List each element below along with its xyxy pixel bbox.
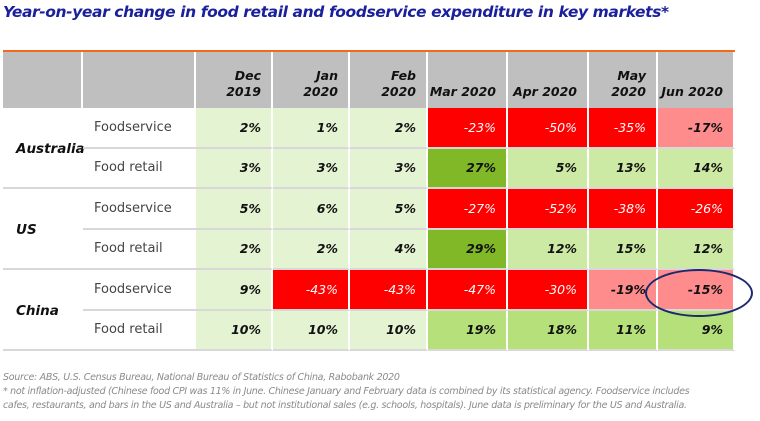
table-cell: 15%	[589, 229, 658, 270]
product-label: Foodservice	[83, 270, 196, 311]
country-divider	[3, 349, 83, 351]
column-header: Dec 2019	[196, 52, 273, 108]
table-cell: 2%	[350, 108, 428, 149]
table-cell: 19%	[428, 310, 508, 351]
product-label: Food retail	[83, 311, 196, 351]
column-header-line2: 2020	[303, 84, 338, 99]
table-cell: 6%	[273, 189, 350, 230]
column-header-line2: 2020	[381, 84, 416, 99]
column-header: Apr 2020	[508, 52, 589, 108]
table-cell: 9%	[658, 310, 735, 351]
column-header-line2: 2020	[611, 84, 646, 99]
column-header-line2: Jun 2020	[661, 84, 723, 99]
table-cell: -47%	[428, 270, 508, 311]
column-header-line1: Feb	[391, 68, 416, 83]
chart-title: Year-on-year change in food retail and f…	[3, 3, 669, 21]
table-cell: -43%	[273, 270, 350, 311]
country-label: Australia	[16, 140, 85, 157]
table-cell: 10%	[273, 310, 350, 351]
table-cell: -17%	[658, 108, 735, 149]
table-cell: 11%	[589, 310, 658, 351]
table-cell: -52%	[508, 189, 589, 230]
country-label: US	[16, 221, 37, 238]
table-cell: -27%	[428, 189, 508, 230]
table-cell: 2%	[196, 229, 273, 270]
table-cell: -50%	[508, 108, 589, 149]
table-cell: 3%	[350, 148, 428, 189]
country-label: China	[16, 302, 59, 319]
table-cell: -23%	[428, 108, 508, 149]
source-note: Source: ABS, U.S. Census Bureau, Nationa…	[3, 372, 400, 383]
column-header-line1: Jan	[316, 68, 338, 83]
table-cell: 12%	[658, 229, 735, 270]
product-label: Food retail	[83, 149, 196, 189]
table-cell: 5%	[508, 148, 589, 189]
header-country-col	[3, 52, 83, 108]
table-cell: -35%	[589, 108, 658, 149]
table-cell: 2%	[273, 229, 350, 270]
table-cell: 1%	[273, 108, 350, 149]
column-header-line1: Dec	[234, 68, 261, 83]
table-cell: 18%	[508, 310, 589, 351]
table-cell: 3%	[273, 148, 350, 189]
table-cell: 3%	[196, 148, 273, 189]
table-cell: -30%	[508, 270, 589, 311]
table-cell: 10%	[196, 310, 273, 351]
header-product-col	[83, 52, 196, 108]
column-header-line1: May	[617, 68, 646, 83]
table-cell: 9%	[196, 270, 273, 311]
table-cell: -26%	[658, 189, 735, 230]
table-cell: 10%	[350, 310, 428, 351]
column-header: Mar 2020	[428, 52, 508, 108]
column-header: Jan 2020	[273, 52, 350, 108]
table-cell: -43%	[350, 270, 428, 311]
column-header-line2: Mar 2020	[429, 84, 496, 99]
table-cell: 14%	[658, 148, 735, 189]
table-cell: 27%	[428, 148, 508, 189]
column-header: Feb 2020	[350, 52, 428, 108]
table-cell: 12%	[508, 229, 589, 270]
column-header: May 2020	[589, 52, 658, 108]
table-cell: 4%	[350, 229, 428, 270]
table-cell: -38%	[589, 189, 658, 230]
table-cell: 5%	[196, 189, 273, 230]
highlight-ellipse	[645, 269, 753, 317]
product-label: Food retail	[83, 230, 196, 270]
table-cell: 5%	[350, 189, 428, 230]
product-label: Foodservice	[83, 108, 196, 149]
column-header: Jun 2020	[658, 52, 735, 108]
accent-top-rule	[3, 50, 735, 52]
table-cell: 13%	[589, 148, 658, 189]
table-cell: 29%	[428, 229, 508, 270]
table-cell: 2%	[196, 108, 273, 149]
footnote-line-1: * not inflation-adjusted (Chinese food C…	[3, 386, 690, 397]
footnote-line-2: cafes, restaurants, and bars in the US a…	[3, 400, 687, 411]
product-label: Foodservice	[83, 189, 196, 230]
column-header-line2: 2019	[226, 84, 261, 99]
column-header-line2: Apr 2020	[513, 84, 577, 99]
